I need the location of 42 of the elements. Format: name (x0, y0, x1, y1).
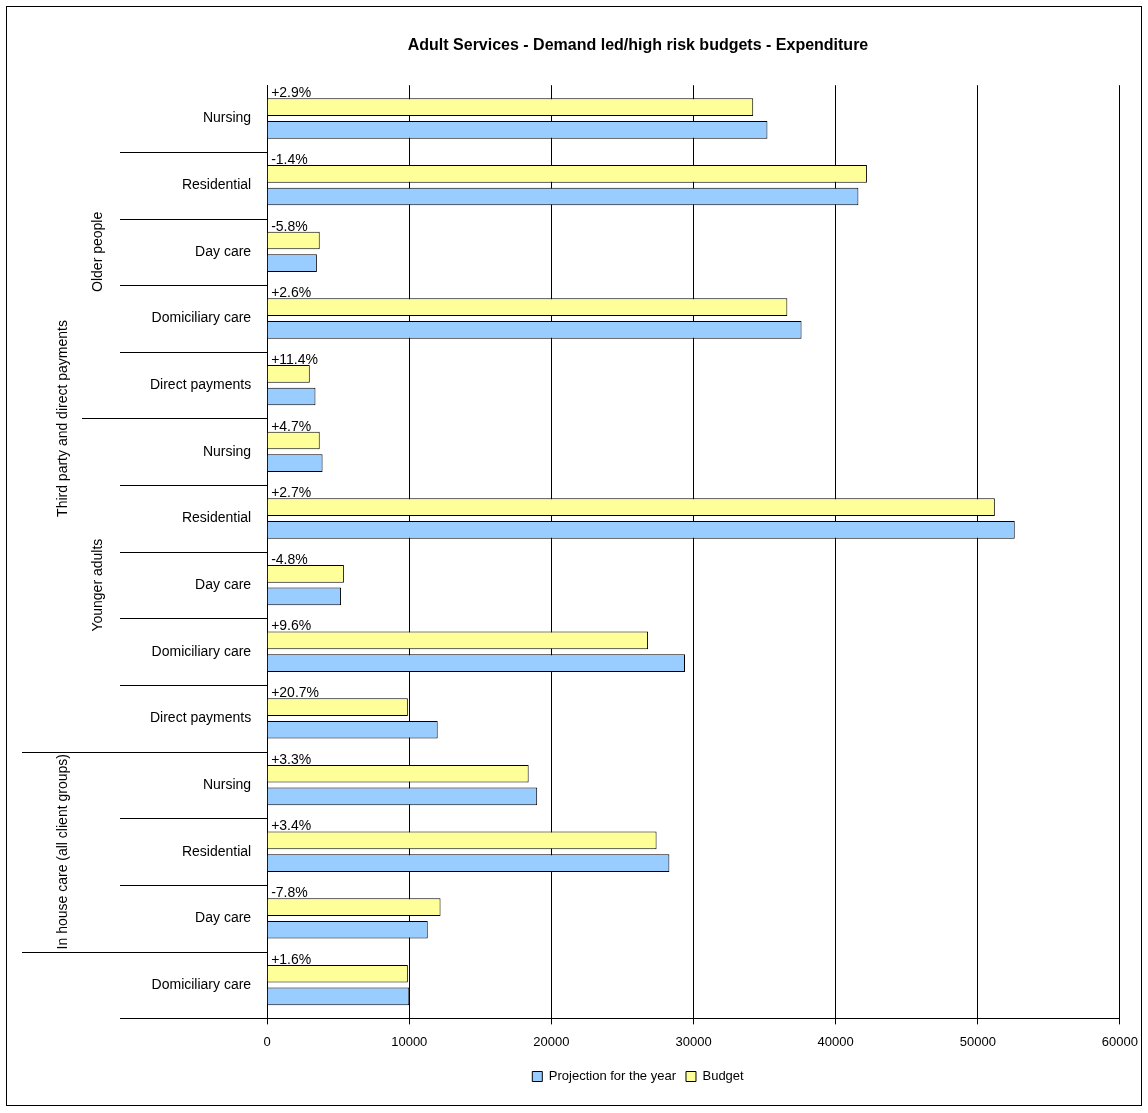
text: Third party and direct payments (53, 320, 70, 517)
y-tick-label: Day care (195, 242, 252, 259)
y-tick-label: Direct payments (149, 709, 252, 726)
y-tick-label: Domiciliary care (151, 309, 252, 326)
x-tick-label: 0 (263, 1033, 271, 1049)
y-tick-label: Day care (195, 575, 252, 592)
annotation: -5.8% (271, 217, 308, 234)
y-tick-label: Domiciliary care (151, 975, 252, 992)
annotation: +1.6% (271, 950, 312, 967)
y-tick-label: Residential (181, 509, 252, 526)
annotation: -1.4% (271, 150, 308, 167)
x-tick-label: 10000 (391, 1033, 428, 1049)
annotation: -4.8% (271, 550, 308, 567)
y-tick-label: Nursing (202, 442, 252, 459)
y-tick-label: Direct payments (149, 376, 252, 393)
text: In house care (all client groups) (53, 754, 70, 950)
y-tick-label: Domiciliary care (151, 642, 252, 659)
x-tick-label: 50000 (959, 1033, 996, 1049)
y-tick-label: Residential (181, 842, 252, 859)
legend-label: Projection for the year (548, 1068, 677, 1084)
annotation: +2.7% (271, 484, 312, 501)
text: Younger adults (88, 538, 105, 632)
y-tick-label: Nursing (202, 109, 252, 126)
text: Older people (88, 211, 105, 292)
x-tick-label: 30000 (675, 1033, 712, 1049)
annotation: +3.4% (271, 817, 312, 834)
legend-label: Budget (702, 1068, 745, 1084)
annotation: -7.8% (271, 884, 308, 901)
x-tick-label: 20000 (533, 1033, 570, 1049)
y-tick-label: Residential (181, 176, 252, 193)
annotation: +20.7% (271, 684, 320, 701)
annotation: +2.6% (271, 284, 312, 301)
annotation: +3.3% (271, 750, 312, 767)
annotation: +9.6% (271, 617, 312, 634)
annotation: +2.9% (271, 84, 312, 101)
annotation: +11.4% (271, 350, 318, 367)
chart-title: Adult Services - Demand led/high risk budgets - Expenditure (407, 36, 869, 54)
annotation: +4.7% (271, 417, 312, 434)
y-tick-label: Nursing (202, 775, 252, 792)
x-tick-label: 40000 (817, 1033, 854, 1049)
y-tick-label: Day care (195, 909, 252, 926)
x-tick-label: 60000 (1101, 1033, 1138, 1049)
